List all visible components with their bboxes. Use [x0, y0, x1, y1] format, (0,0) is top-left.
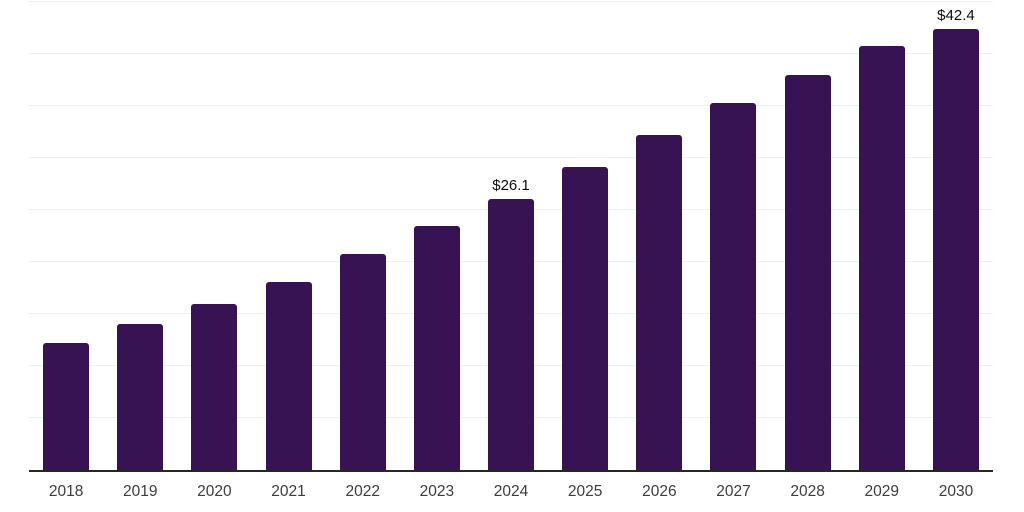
x-axis-tick-labels: 2018 2019 2020 2021 2022 2023 2024 2025 2026 2027… [29, 484, 993, 500]
bar-slot-2025 [548, 2, 622, 470]
bar-2026 [636, 135, 683, 470]
bar-2019 [117, 324, 164, 470]
x-tick-label-2029: 2029 [864, 483, 900, 500]
x-tick-label-2030: 2030 [938, 483, 974, 500]
x-tick-label-2026: 2026 [642, 483, 677, 500]
bar-slot-2024: $26.1 [474, 2, 548, 470]
bar-slot-2021 [251, 2, 325, 470]
x-tick-label-2020: 2020 [197, 483, 232, 500]
bar-slot-2020 [177, 2, 251, 470]
bar-slot-2019 [103, 2, 177, 470]
bar-2030 [932, 29, 979, 470]
bar-2029 [858, 45, 905, 470]
bar-2018 [43, 343, 90, 470]
bar-2023 [413, 225, 460, 470]
bar-2027 [710, 102, 757, 470]
x-tick-label-2027: 2027 [716, 483, 751, 500]
value-label-2024: $26.1 [492, 176, 530, 194]
bars-container: $26.1 $42.4 [29, 2, 993, 470]
x-tick-label-2028: 2028 [790, 483, 825, 500]
bar-2028 [784, 74, 831, 470]
gridline [29, 53, 993, 54]
bar-slot-2027 [696, 2, 770, 470]
bar-2021 [265, 281, 312, 470]
bar-slot-2028 [771, 2, 845, 470]
bar-slot-2023 [400, 2, 474, 470]
bar-slot-2029 [845, 2, 919, 470]
bar-2024 [488, 198, 535, 470]
x-tick-label-2022: 2022 [345, 483, 380, 500]
x-tick-label-2019: 2019 [122, 483, 158, 500]
bar-slot-2018 [29, 2, 103, 470]
x-tick-label-2018: 2018 [48, 483, 84, 500]
bar-2020 [191, 303, 238, 470]
bar-slot-2030: $42.4 [919, 2, 993, 470]
bar-slot-2026 [622, 2, 696, 470]
gridline [29, 105, 993, 106]
value-label-2030: $42.4 [937, 7, 975, 25]
gridline [29, 157, 993, 159]
bar-2022 [339, 253, 386, 470]
x-tick-label-2025: 2025 [567, 483, 603, 500]
bar-slot-2022 [326, 2, 400, 470]
x-tick-label-2023: 2023 [419, 483, 455, 500]
x-tick-label-2024: 2024 [493, 483, 529, 500]
x-tick-label-2021: 2021 [271, 483, 306, 500]
gridline [29, 1, 993, 2]
bar-2025 [562, 167, 609, 470]
plot-area: $26.1 $42.4 [29, 1, 993, 472]
